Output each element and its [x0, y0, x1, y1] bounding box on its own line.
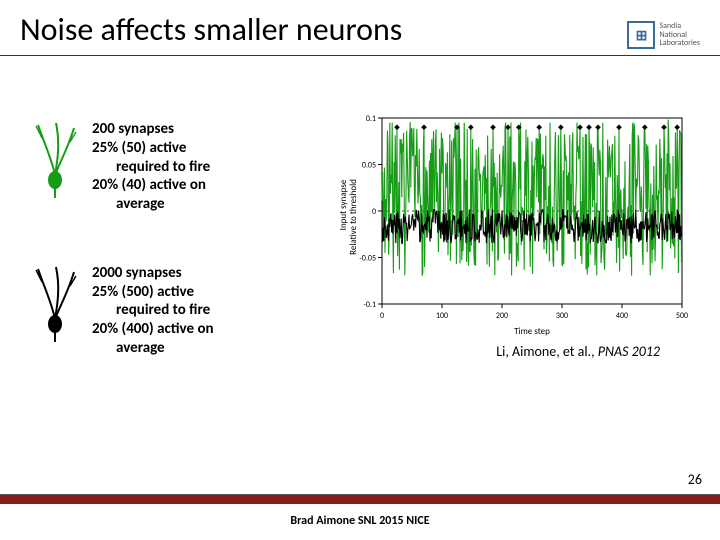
neuron-1-text: 200 synapses 25% (50) active required to…	[92, 120, 210, 214]
svg-text:Time step: Time step	[514, 326, 550, 337]
citation-authors: Li, Aimone, et al.,	[496, 343, 594, 360]
n2-l2: 25% (500) active	[92, 283, 194, 301]
neuron-2-block: 2000 synapses 25% (500) active required …	[30, 264, 330, 358]
neuron-2-text: 2000 synapses 25% (500) active required …	[92, 264, 214, 358]
noise-chart: 0 100 200 300 400 500 -0.1 -0.05 0 0.05 0.1 Time st…	[330, 110, 690, 340]
n2-l2b: required to fire	[92, 301, 214, 320]
n1-l3: 20% (40) active on	[92, 176, 206, 194]
svg-text:0: 0	[380, 311, 384, 321]
svg-text:300: 300	[556, 311, 568, 321]
svg-text:100: 100	[436, 311, 448, 321]
n2-l3b: average	[92, 339, 214, 358]
content-area: 200 synapses 25% (50) active required to…	[30, 110, 700, 470]
n1-l1: 200 synapses	[92, 120, 174, 138]
svg-text:0: 0	[372, 207, 376, 217]
neuron-1-icon	[30, 120, 80, 200]
svg-text:400: 400	[616, 311, 628, 321]
footer-text: Brad Aimone SNL 2015 NICE	[0, 514, 720, 528]
svg-text:500: 500	[676, 311, 688, 321]
svg-text:0.05: 0.05	[362, 161, 376, 171]
n1-l2: 25% (50) active	[92, 139, 186, 157]
svg-text:Relative to threshold: Relative to threshold	[348, 179, 359, 255]
footer-stripe	[0, 494, 720, 504]
neuron-2-icon	[30, 264, 80, 344]
svg-text:200: 200	[496, 311, 508, 321]
svg-text:-0.1: -0.1	[363, 300, 376, 310]
title-bar: Noise affects smaller neurons ⊞ Sandia N…	[0, 0, 720, 56]
svg-text:-0.05: -0.05	[359, 254, 376, 264]
page-number: 26	[688, 471, 702, 488]
n1-l3b: average	[92, 195, 210, 214]
logo-mark-icon: ⊞	[627, 21, 655, 49]
sandia-logo: ⊞ Sandia National Laboratories	[627, 21, 700, 49]
n2-l1: 2000 synapses	[92, 264, 182, 282]
citation-venue: PNAS 2012	[595, 343, 660, 360]
logo-text: Sandia National Laboratories	[659, 22, 700, 48]
citation: Li, Aimone, et al., PNAS 2012	[496, 343, 660, 360]
svg-text:0.1: 0.1	[366, 114, 376, 124]
n1-l2b: required to fire	[92, 158, 210, 177]
n2-l3: 20% (400) active on	[92, 320, 214, 338]
slide-title: Noise affects smaller neurons	[20, 10, 402, 49]
chart-area: 0 100 200 300 400 500 -0.1 -0.05 0 0.05 0.1 Time st…	[330, 110, 700, 370]
left-column: 200 synapses 25% (50) active required to…	[30, 110, 330, 470]
neuron-1-block: 200 synapses 25% (50) active required to…	[30, 120, 330, 214]
logo-text-3: Laboratories	[659, 39, 700, 48]
